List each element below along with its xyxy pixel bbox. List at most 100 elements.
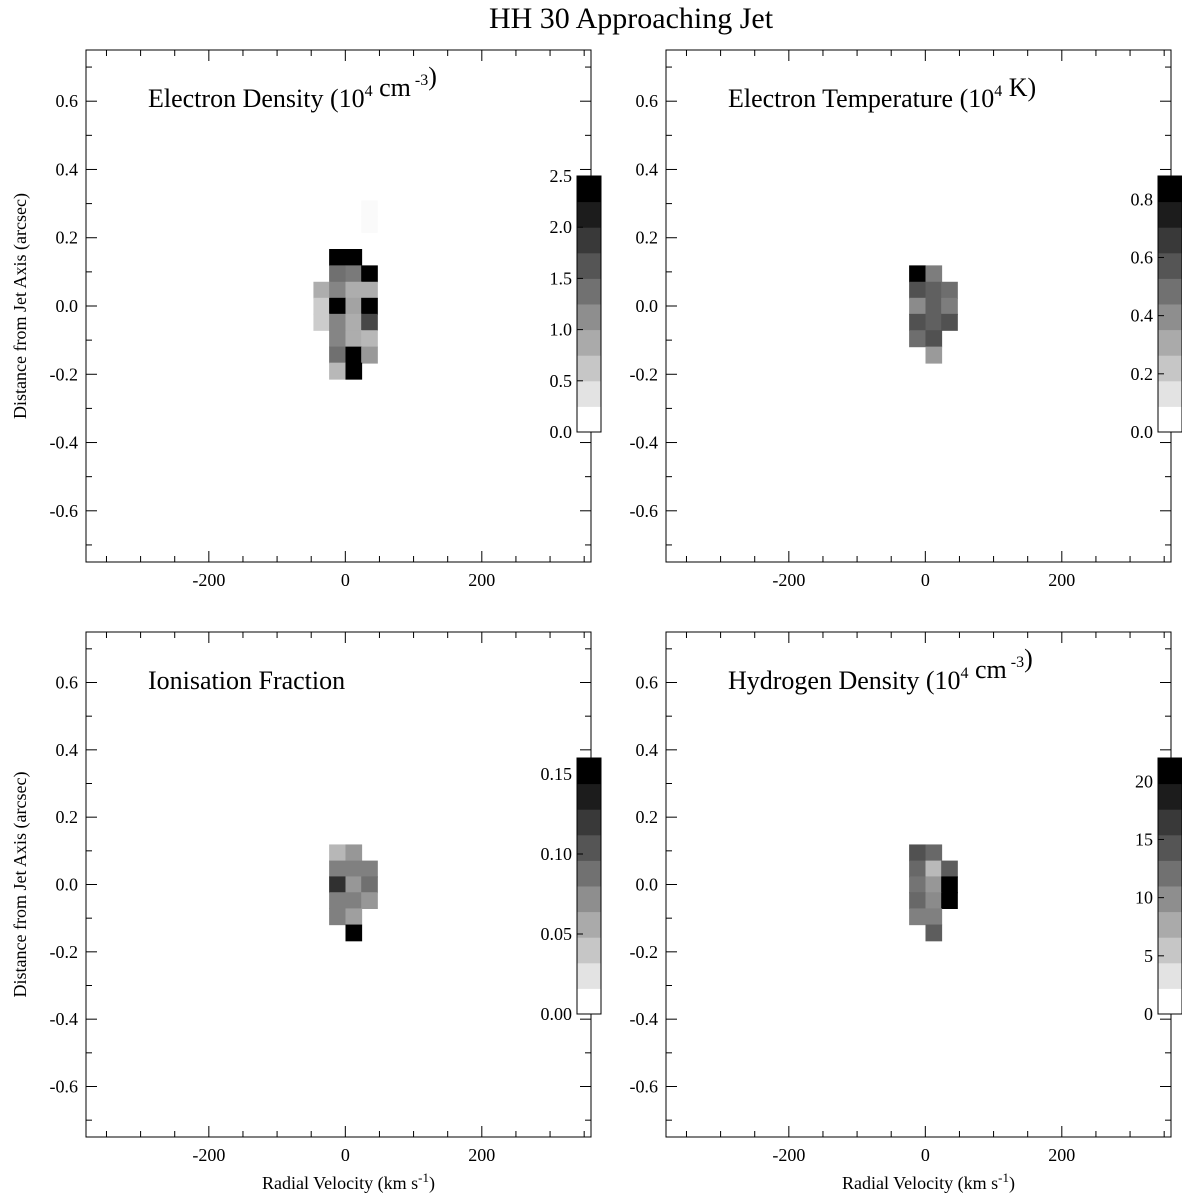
colorbar-bin bbox=[1158, 886, 1182, 913]
figure-title: HH 30 Approaching Jet bbox=[489, 2, 774, 35]
heatmap-cell bbox=[329, 362, 346, 380]
heatmap-cell bbox=[361, 215, 378, 233]
heatmap-cell bbox=[925, 876, 943, 894]
heatmap-cell bbox=[941, 892, 958, 909]
colorbar: 0.00 0.05 0.10 0.15 bbox=[541, 757, 602, 1024]
y-tick-label: 0.6 bbox=[56, 91, 79, 111]
x-tick-label: 0 bbox=[921, 1145, 930, 1165]
colorbar-bin bbox=[577, 758, 601, 785]
heatmap-cell bbox=[925, 844, 943, 862]
y-tick-label: -0.2 bbox=[630, 942, 659, 962]
colorbar-tick-label: 10 bbox=[1135, 888, 1153, 908]
colorbar-bin bbox=[577, 937, 601, 964]
heatmap-cell bbox=[345, 362, 363, 380]
heatmap-cell bbox=[329, 844, 346, 862]
heatmap-cell bbox=[909, 265, 926, 283]
colorbar-bin bbox=[577, 304, 601, 331]
colorbar-tick-label: 0.2 bbox=[1131, 364, 1154, 384]
colorbar-tick-label: 0.05 bbox=[541, 924, 573, 944]
y-tick-label: 0.4 bbox=[636, 159, 659, 179]
colorbar-tick-label: 0.10 bbox=[541, 844, 573, 864]
heatmap-cell bbox=[361, 265, 378, 283]
colorbar-tick-label: 2.0 bbox=[550, 217, 573, 237]
y-tick-label: -0.4 bbox=[630, 433, 659, 453]
y-tick-label: -0.2 bbox=[50, 364, 79, 384]
y-tick-label: 0.6 bbox=[56, 673, 79, 693]
heatmap-cells bbox=[909, 844, 958, 942]
colorbar-tick-label: 0.15 bbox=[541, 764, 573, 784]
heatmap-cell bbox=[925, 281, 943, 299]
heatmap-cell bbox=[345, 313, 363, 331]
heatmap-cell bbox=[361, 313, 378, 331]
panel-3: -200 0 200 -0.6 -0.4 -0.2 0.0 0.2 0.4 0.6 Ionisati… bbox=[10, 631, 602, 1194]
colorbar-tick-label: 0.5 bbox=[550, 371, 573, 391]
panel-title: Hydrogen Density (104 cm -3) bbox=[728, 644, 1033, 695]
heatmap-cell bbox=[909, 876, 926, 894]
heatmap-cell bbox=[345, 281, 363, 299]
heatmap-cell bbox=[329, 249, 346, 266]
heatmap-cell bbox=[941, 313, 958, 331]
colorbar-bin bbox=[577, 201, 601, 228]
y-axis-label: Distance from Jet Axis (arcsec) bbox=[10, 772, 31, 998]
y-tick-label: 0.0 bbox=[636, 875, 659, 895]
heatmap-cell bbox=[345, 844, 363, 862]
x-tick-label: 0 bbox=[341, 1145, 350, 1165]
tick-marks bbox=[86, 632, 591, 1137]
heatmap-cell bbox=[361, 297, 378, 315]
colorbar-bin bbox=[1158, 380, 1182, 407]
heatmap-cell bbox=[909, 281, 926, 299]
panel-4: -200 0 200-0.6-0.4-0.20.00.20.40.6 Hydrogen… bbox=[630, 631, 1182, 1194]
heatmap-cell bbox=[329, 297, 346, 315]
y-tick-label: -0.6 bbox=[50, 1077, 79, 1097]
panel-title: Ionisation Fraction bbox=[148, 666, 345, 695]
heatmap-cell bbox=[329, 346, 346, 364]
colorbar-bin bbox=[1158, 176, 1182, 203]
heatmap-cell bbox=[909, 908, 926, 926]
y-tick-label: 0.0 bbox=[56, 296, 79, 316]
colorbar-bin bbox=[1158, 304, 1182, 331]
colorbar-bin bbox=[577, 380, 601, 407]
x-tick-label: -200 bbox=[772, 1145, 805, 1165]
y-tick-label: 0.6 bbox=[636, 673, 659, 693]
y-tick-label: -0.2 bbox=[630, 364, 659, 384]
heatmap-cell bbox=[329, 860, 346, 878]
colorbar-bin bbox=[1158, 227, 1182, 254]
panel-1: -200 0 200 -0.6 -0.4 -0.2 0.0 0.2 0.4 0.6 Electron… bbox=[10, 49, 602, 590]
panel-title: Electron Density (104 cm -3) bbox=[148, 62, 437, 113]
heatmap-cell bbox=[925, 892, 943, 909]
heatmap-cell bbox=[361, 892, 378, 909]
colorbar-bin bbox=[577, 176, 601, 203]
x-tick-label: -200 bbox=[772, 570, 805, 590]
heatmap-cell bbox=[925, 924, 943, 942]
heatmap-cell bbox=[909, 844, 926, 862]
heatmap-cell bbox=[345, 330, 363, 348]
colorbar-bin bbox=[577, 911, 601, 938]
heatmap-cell bbox=[925, 908, 943, 926]
colorbar: 0 5 10 15 20 bbox=[1135, 757, 1182, 1024]
heatmap-cells bbox=[329, 844, 378, 942]
x-axis-label: Radial Velocity (km s-1) bbox=[842, 1170, 1015, 1194]
colorbar-bin bbox=[1158, 329, 1182, 356]
x-tick-label: -200 bbox=[192, 1145, 225, 1165]
y-tick-label: -0.4 bbox=[50, 1009, 79, 1029]
heatmap-cell bbox=[313, 297, 331, 315]
heatmap-cell bbox=[909, 892, 926, 909]
colorbar-bin bbox=[577, 355, 601, 382]
y-tick-label: 0.0 bbox=[56, 875, 79, 895]
y-tick-label: -0.6 bbox=[50, 501, 79, 521]
heatmap-cell bbox=[329, 281, 346, 299]
colorbar-bin bbox=[1158, 937, 1182, 964]
heatmap-cell bbox=[345, 860, 363, 878]
colorbar-bin bbox=[1158, 252, 1182, 279]
colorbar-bin bbox=[1158, 809, 1182, 836]
colorbar-bin bbox=[1158, 201, 1182, 228]
y-tick-label: 0.6 bbox=[636, 91, 659, 111]
heatmap-cell bbox=[329, 908, 346, 926]
heatmap-cell bbox=[925, 313, 943, 331]
heatmap-cell bbox=[361, 281, 378, 299]
tick-marks bbox=[666, 632, 1171, 1137]
y-tick-label: -0.4 bbox=[630, 1009, 659, 1029]
x-tick-label: 0 bbox=[921, 570, 930, 590]
y-tick-label: -0.6 bbox=[630, 501, 659, 521]
